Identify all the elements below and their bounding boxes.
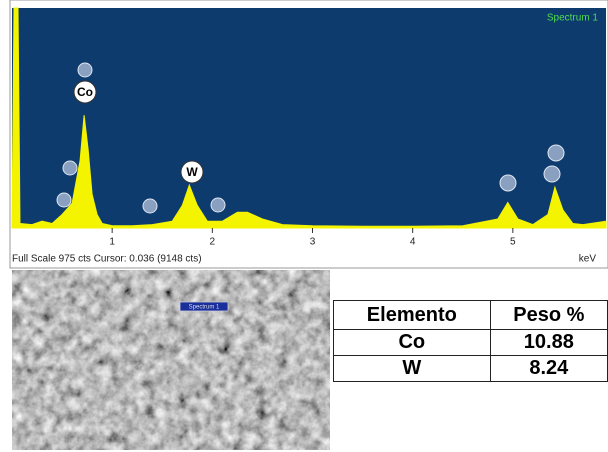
x-tick-label: 3 xyxy=(310,237,316,248)
plot-area xyxy=(12,8,606,228)
peak-label: Co xyxy=(77,85,93,99)
results-table: Elemento Peso % Co 10.88 W 8.24 xyxy=(333,300,608,382)
page: {"chart_data": {"type": "area", "title":… xyxy=(0,0,608,452)
status-text: Full Scale 975 cts Cursor: 0.036 (9148 c… xyxy=(12,254,202,265)
x-tick-label: 4 xyxy=(410,237,416,248)
x-tick-label: 2 xyxy=(210,237,216,248)
cell: 10.88 xyxy=(490,330,607,356)
figure: Co W Spectrum 1 Full Scale 975 cts Curso… xyxy=(0,0,608,452)
cell: W xyxy=(334,356,491,382)
x-axis-label: keV xyxy=(579,254,597,265)
image-label: Spectrum 1 xyxy=(189,305,220,311)
x-tick-label: 1 xyxy=(109,237,115,248)
sem-image xyxy=(12,270,330,450)
table-row: W 8.24 xyxy=(334,356,608,382)
cell: 8.24 xyxy=(490,356,607,382)
chart-title: Spectrum 1 xyxy=(547,13,599,24)
table-row: Co 10.88 xyxy=(334,330,608,356)
header-cell: Peso % xyxy=(490,301,607,330)
x-tick-label: 5 xyxy=(510,237,516,248)
table-header: Elemento Peso % xyxy=(334,301,608,330)
header-cell: Elemento xyxy=(334,301,491,330)
cell: Co xyxy=(334,330,491,356)
peak-label: W xyxy=(186,165,198,179)
